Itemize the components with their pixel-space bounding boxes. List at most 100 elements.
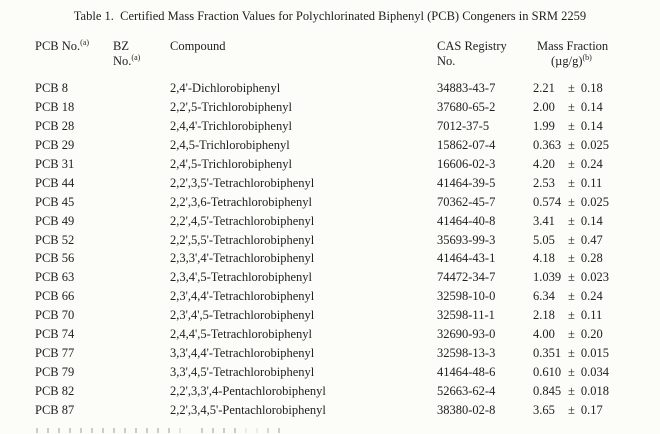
pcb-no-cell: PCB 8 <box>35 81 69 95</box>
pcb-no-cell: PCB 70 <box>35 308 75 323</box>
mass-fraction-uncertainty: 0.24 <box>580 289 603 304</box>
mass-fraction-value: 0.574 <box>533 194 562 209</box>
plus-minus-symbol: ± <box>568 346 575 361</box>
bz-no-cell <box>113 382 170 401</box>
compound-cell: 2,4,5-Trichlorobiphenyl <box>170 137 290 152</box>
mass-fraction-value: 2.21 <box>533 81 555 95</box>
cas-no-cell: 41464-43-1 <box>437 251 496 266</box>
pcb-no-cell: PCB 56 <box>35 251 75 266</box>
mass-fraction-uncertainty: 0.034 <box>580 365 609 380</box>
table-row: PCB 66 2,3',4,4'-Tetrachlorobiphenyl 32598… <box>35 287 645 306</box>
cas-no-cell: 70362-45-7 <box>437 194 496 209</box>
pcb-no-cell: PCB 79 <box>35 365 75 380</box>
mass-fraction-uncertainty: 0.28 <box>580 251 603 266</box>
table-row: PCB 45 2,2',3,6-Tetrachlorobiphenyl 70362-… <box>35 193 645 212</box>
pcb-no-cell: PCB 18 <box>35 99 75 114</box>
plus-minus-symbol: ± <box>568 384 575 398</box>
mass-fraction-cell: 2.00 ±0.14 <box>533 98 645 117</box>
plus-minus-symbol: ± <box>568 156 575 171</box>
pcb-no-cell: PCB 74 <box>35 327 75 342</box>
column-header-cas-registry-no: CAS Registry No. <box>437 39 533 68</box>
mass-fraction-value: 1.039 <box>533 270 562 285</box>
compound-header-label: Compound <box>170 39 226 53</box>
bz-no-cell <box>113 287 170 306</box>
cas-no-cell: 37680-65-2 <box>437 99 496 114</box>
mass-fraction-cell: 0.351 ±0.015 <box>533 344 645 363</box>
mass-fraction-uncertainty: 0.20 <box>580 327 603 342</box>
table-row: PCB 79 3,3',4,5'-Tetrachlorobiphenyl 41464… <box>35 363 645 382</box>
compound-cell: 3,3',4,4'-Tetrachlorobiphenyl <box>170 346 315 361</box>
bz-no-cell <box>113 344 170 363</box>
mass-fraction-cell: 0.574 ±0.025 <box>533 193 645 212</box>
plus-minus-symbol: ± <box>568 308 575 323</box>
pcb-no-cell: PCB 82 <box>35 384 75 398</box>
cas-no-cell: 7012-37-5 <box>437 118 490 133</box>
compound-cell: 2,4,4',5-Tetrachlorobiphenyl <box>170 327 312 342</box>
mass-fraction-value: 0.351 <box>533 346 562 361</box>
pcb-no-cell: PCB 49 <box>35 213 75 228</box>
mass-fraction-cell: 0.363 ±0.025 <box>533 136 645 155</box>
mass-fraction-cell: 1.039 ±0.023 <box>533 268 645 287</box>
mass-fraction-cell: 2.53 ±0.11 <box>533 174 645 193</box>
mass-fraction-uncertainty: 0.025 <box>580 194 609 209</box>
cas-no-cell: 41464-39-5 <box>437 175 496 190</box>
compound-cell: 2,4,4'-Trichlorobiphenyl <box>170 118 292 133</box>
compound-cell: 2,3',4,4'-Tetrachlorobiphenyl <box>170 289 315 304</box>
cas-no-cell: 52663-62-4 <box>437 384 496 398</box>
table-row: PCB 82 2,2',3,3',4-Pentachlorobiphenyl 526… <box>35 382 645 401</box>
table-row: PCB 18 2,2',5-Trichlorobiphenyl 37680-65-2… <box>35 98 645 117</box>
bz-no-cell <box>113 268 170 287</box>
mass-fraction-value: 0.845 <box>533 384 562 398</box>
table-row: PCB 8 2,4'-Dichlorobiphenyl 34883-43-7 2.21… <box>35 79 645 98</box>
bz-header-line1: BZ <box>113 39 129 53</box>
mass-header-line1: Mass Fraction <box>537 39 609 53</box>
plus-minus-symbol: ± <box>568 81 575 95</box>
pcb-no-cell: PCB 87 <box>35 402 75 417</box>
compound-cell: 2,4',5-Trichlorobiphenyl <box>170 156 292 171</box>
bz-no-cell <box>113 249 170 268</box>
pcb-no-cell: PCB 77 <box>35 346 75 361</box>
mass-fraction-value: 4.18 <box>533 251 555 266</box>
compound-cell: 2,4'-Dichlorobiphenyl <box>170 81 281 95</box>
mass-fraction-value: 2.00 <box>533 99 555 114</box>
compound-cell: 2,2',3,3',4-Pentachlorobiphenyl <box>170 384 326 398</box>
table-row: PCB 49 2,2',4,5'-Tetrachlorobiphenyl 41464… <box>35 212 645 231</box>
mass-fraction-cell: 2.21 ±0.18 <box>533 79 645 98</box>
cas-no-cell: 32598-11-1 <box>437 308 495 323</box>
bz-header-line2: No. <box>113 53 132 68</box>
bz-no-cell <box>113 306 170 325</box>
pcb-no-cell: PCB 45 <box>35 194 75 209</box>
bz-no-cell <box>113 363 170 382</box>
cas-no-cell: 35693-99-3 <box>437 232 496 247</box>
mass-fraction-cell: 3.41 ±0.14 <box>533 212 645 231</box>
bz-no-cell <box>113 98 170 117</box>
pcb-no-cell: PCB 28 <box>35 118 75 133</box>
pcb-no-cell: PCB 63 <box>35 270 75 285</box>
compound-cell: 2,2',4,5'-Tetrachlorobiphenyl <box>170 213 315 228</box>
bz-no-cell <box>113 212 170 231</box>
footnote-marker-a: (a) <box>131 52 141 62</box>
cas-no-cell: 74472-34-7 <box>437 270 496 285</box>
compound-cell: 2,2',5,5'-Tetrachlorobiphenyl <box>170 232 315 247</box>
table-row: PCB 29 2,4,5-Trichlorobiphenyl 15862-07-4 0… <box>35 136 645 155</box>
table-body: PCB 8 2,4'-Dichlorobiphenyl 34883-43-7 2.21… <box>35 79 645 420</box>
cas-no-cell: 41464-48-6 <box>437 365 496 380</box>
footnote-marker-a: (a) <box>80 37 90 47</box>
mass-fraction-value: 5.05 <box>533 232 555 247</box>
cas-header-line2: No. <box>437 53 456 68</box>
bz-no-cell <box>113 193 170 212</box>
mass-fraction-uncertainty: 0.015 <box>580 346 609 361</box>
compound-cell: 2,3',4',5-Tetrachlorobiphenyl <box>170 308 315 323</box>
plus-minus-symbol: ± <box>568 402 575 417</box>
table-row: PCB 77 3,3',4,4'-Tetrachlorobiphenyl 32598… <box>35 344 645 363</box>
plus-minus-symbol: ± <box>568 194 575 209</box>
plus-minus-symbol: ± <box>568 232 575 247</box>
bz-no-cell <box>113 79 170 98</box>
compound-cell: 2,3,3',4'-Tetrachlorobiphenyl <box>170 251 315 266</box>
mass-fraction-uncertainty: 0.025 <box>580 137 609 152</box>
table-row: PCB 31 2,4',5-Trichlorobiphenyl 16606-02-3… <box>35 155 645 174</box>
mass-header-units: (µg/g) <box>551 53 583 68</box>
mass-fraction-uncertainty: 0.24 <box>580 156 603 171</box>
mass-fraction-cell: 0.845 ±0.018 <box>533 382 645 401</box>
